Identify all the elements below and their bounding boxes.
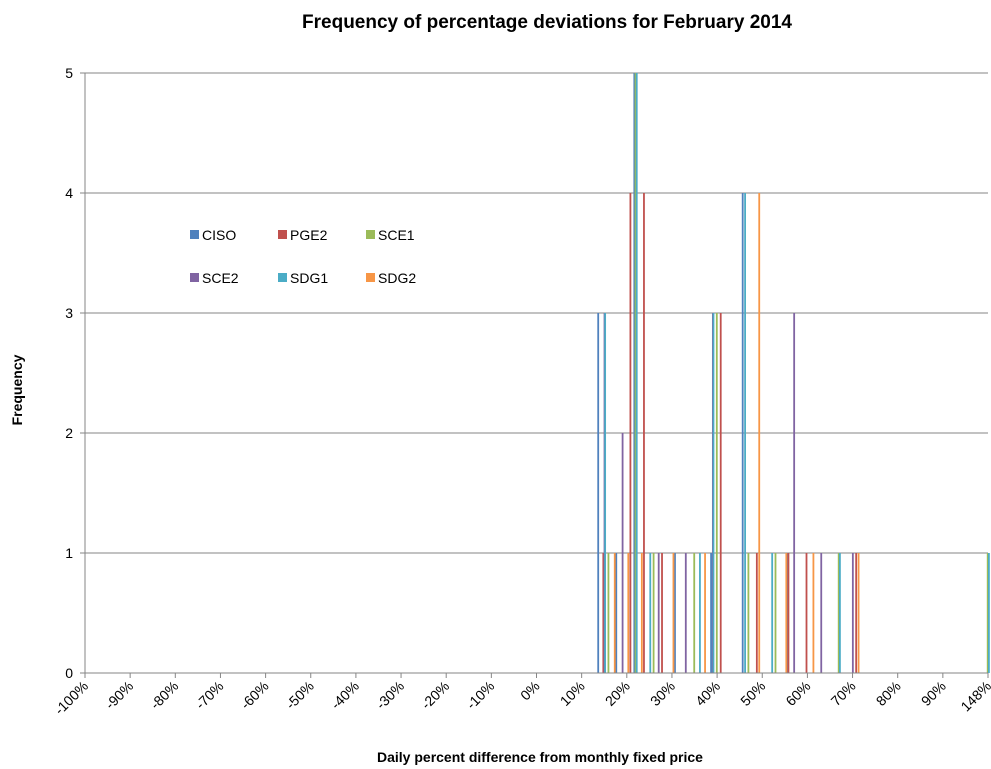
- x-tick-label: 148%: [957, 678, 991, 715]
- bar: [719, 313, 722, 673]
- bar: [820, 553, 823, 673]
- bar: [684, 553, 687, 673]
- bar: [604, 313, 607, 673]
- bar: [837, 553, 840, 673]
- x-tick-label: -30%: [373, 678, 407, 712]
- x-tick-label: -10%: [463, 678, 497, 712]
- legend-label: SCE2: [202, 270, 239, 286]
- x-tick-label: -70%: [192, 678, 226, 712]
- y-tick-label: 4: [65, 185, 73, 201]
- bar: [715, 313, 718, 673]
- bar: [672, 553, 675, 673]
- bar: [693, 553, 696, 673]
- y-axis-title: Frequency: [9, 354, 25, 425]
- x-tick-label: -80%: [147, 678, 181, 712]
- bar: [712, 313, 715, 673]
- bar: [774, 553, 777, 673]
- x-tick-label: 0%: [517, 678, 543, 704]
- bar: [634, 73, 637, 673]
- bar: [643, 193, 645, 673]
- bar: [633, 73, 636, 673]
- x-tick-label: 40%: [692, 678, 723, 709]
- x-tick-label: 30%: [647, 678, 678, 709]
- y-tick-label: 0: [65, 665, 73, 681]
- bar: [857, 553, 860, 673]
- bar: [613, 553, 616, 673]
- x-tick-label: 60%: [782, 678, 813, 709]
- bar: [787, 553, 790, 673]
- y-tick-label: 5: [65, 65, 73, 81]
- bar: [635, 73, 638, 673]
- bar: [747, 553, 750, 673]
- legend-swatch: [190, 273, 199, 282]
- bar: [710, 553, 712, 673]
- legend-swatch: [366, 273, 375, 282]
- bar: [597, 313, 600, 673]
- bar: [812, 553, 815, 673]
- bar: [627, 553, 630, 673]
- x-tick-label: -100%: [51, 678, 91, 718]
- bar: [793, 313, 796, 673]
- bar: [629, 193, 632, 673]
- bar: [699, 553, 701, 673]
- chart-title: Frequency of percentage deviations for F…: [302, 12, 792, 33]
- bar: [621, 433, 624, 673]
- x-tick-label: -60%: [237, 678, 271, 712]
- legend-label: SDG2: [378, 270, 416, 286]
- bar: [741, 193, 744, 673]
- x-tick-label: -20%: [418, 678, 452, 712]
- bar: [649, 553, 652, 673]
- bar: [652, 553, 655, 673]
- bar: [661, 553, 663, 673]
- bar: [615, 553, 618, 673]
- bar: [744, 193, 746, 673]
- x-tick-label: -90%: [102, 678, 136, 712]
- bar: [674, 553, 676, 673]
- bar: [839, 553, 841, 673]
- y-tick-label: 1: [65, 545, 73, 561]
- bar: [758, 193, 761, 673]
- legend-label: PGE2: [290, 227, 328, 243]
- bar: [704, 553, 706, 673]
- bar: [988, 553, 990, 673]
- legend-label: SDG1: [290, 270, 328, 286]
- bar: [986, 553, 989, 673]
- bar: [805, 553, 808, 673]
- y-tick-label: 2: [65, 425, 73, 441]
- x-tick-label: 90%: [918, 678, 949, 709]
- legend-label: CISO: [202, 227, 236, 243]
- bar: [607, 553, 610, 673]
- bar: [755, 553, 758, 673]
- legend-swatch: [190, 230, 199, 239]
- bar: [640, 553, 643, 673]
- bar: [602, 553, 605, 673]
- x-tick-label: 80%: [873, 678, 904, 709]
- y-tick-label: 3: [65, 305, 73, 321]
- legend-swatch: [366, 230, 375, 239]
- x-tick-label: 10%: [557, 678, 588, 709]
- legend-swatch: [278, 230, 287, 239]
- legend-swatch: [278, 273, 287, 282]
- x-tick-label: 20%: [602, 678, 633, 709]
- bar: [657, 553, 660, 673]
- x-tick-label: 70%: [828, 678, 859, 709]
- bar: [851, 553, 854, 673]
- x-axis-title: Daily percent difference from monthly fi…: [377, 749, 703, 765]
- bar: [771, 553, 774, 673]
- x-tick-label: -50%: [282, 678, 316, 712]
- x-tick-label: 50%: [737, 678, 768, 709]
- bar: [855, 553, 858, 673]
- x-tick-label: -40%: [328, 678, 362, 712]
- legend-label: SCE1: [378, 227, 415, 243]
- bar: [785, 553, 788, 673]
